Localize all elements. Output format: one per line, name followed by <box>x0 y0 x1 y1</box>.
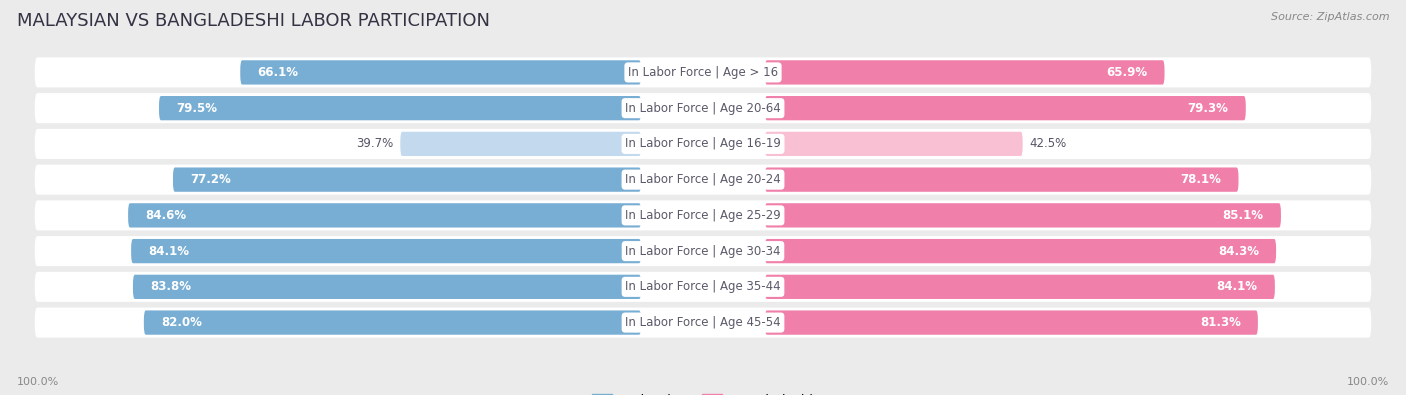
FancyBboxPatch shape <box>35 200 1371 230</box>
Text: In Labor Force | Age 20-24: In Labor Force | Age 20-24 <box>626 173 780 186</box>
Text: MALAYSIAN VS BANGLADESHI LABOR PARTICIPATION: MALAYSIAN VS BANGLADESHI LABOR PARTICIPA… <box>17 12 489 30</box>
FancyBboxPatch shape <box>159 96 641 120</box>
Text: 100.0%: 100.0% <box>1347 377 1389 387</box>
Text: In Labor Force | Age 45-54: In Labor Force | Age 45-54 <box>626 316 780 329</box>
Text: In Labor Force | Age 25-29: In Labor Force | Age 25-29 <box>626 209 780 222</box>
FancyBboxPatch shape <box>35 57 1371 87</box>
Legend: Malaysian, Bangladeshi: Malaysian, Bangladeshi <box>592 394 814 395</box>
FancyBboxPatch shape <box>765 132 1022 156</box>
FancyBboxPatch shape <box>765 275 1275 299</box>
Text: In Labor Force | Age 20-64: In Labor Force | Age 20-64 <box>626 102 780 115</box>
Text: 77.2%: 77.2% <box>190 173 231 186</box>
Text: 39.7%: 39.7% <box>356 137 394 150</box>
FancyBboxPatch shape <box>765 60 1164 85</box>
Text: 84.1%: 84.1% <box>1216 280 1257 293</box>
Text: 83.8%: 83.8% <box>150 280 191 293</box>
Text: 84.6%: 84.6% <box>145 209 187 222</box>
FancyBboxPatch shape <box>143 310 641 335</box>
FancyBboxPatch shape <box>173 167 641 192</box>
Text: 65.9%: 65.9% <box>1107 66 1147 79</box>
FancyBboxPatch shape <box>131 239 641 263</box>
FancyBboxPatch shape <box>35 165 1371 195</box>
Text: 85.1%: 85.1% <box>1223 209 1264 222</box>
FancyBboxPatch shape <box>765 310 1258 335</box>
Text: 79.5%: 79.5% <box>176 102 218 115</box>
FancyBboxPatch shape <box>765 239 1277 263</box>
FancyBboxPatch shape <box>35 308 1371 338</box>
Text: 79.3%: 79.3% <box>1188 102 1229 115</box>
Text: 100.0%: 100.0% <box>17 377 59 387</box>
Text: 84.3%: 84.3% <box>1218 245 1258 258</box>
Text: 66.1%: 66.1% <box>257 66 298 79</box>
Text: 81.3%: 81.3% <box>1199 316 1240 329</box>
Text: In Labor Force | Age 35-44: In Labor Force | Age 35-44 <box>626 280 780 293</box>
FancyBboxPatch shape <box>35 236 1371 266</box>
FancyBboxPatch shape <box>134 275 641 299</box>
FancyBboxPatch shape <box>240 60 641 85</box>
Text: In Labor Force | Age 30-34: In Labor Force | Age 30-34 <box>626 245 780 258</box>
Text: In Labor Force | Age > 16: In Labor Force | Age > 16 <box>628 66 778 79</box>
FancyBboxPatch shape <box>35 93 1371 123</box>
Text: Source: ZipAtlas.com: Source: ZipAtlas.com <box>1271 12 1389 22</box>
FancyBboxPatch shape <box>401 132 641 156</box>
FancyBboxPatch shape <box>35 272 1371 302</box>
Text: 78.1%: 78.1% <box>1181 173 1222 186</box>
FancyBboxPatch shape <box>765 203 1281 228</box>
Text: 84.1%: 84.1% <box>149 245 190 258</box>
FancyBboxPatch shape <box>765 167 1239 192</box>
FancyBboxPatch shape <box>128 203 641 228</box>
FancyBboxPatch shape <box>765 96 1246 120</box>
Text: 82.0%: 82.0% <box>162 316 202 329</box>
FancyBboxPatch shape <box>35 129 1371 159</box>
Text: In Labor Force | Age 16-19: In Labor Force | Age 16-19 <box>626 137 780 150</box>
Text: 42.5%: 42.5% <box>1029 137 1067 150</box>
